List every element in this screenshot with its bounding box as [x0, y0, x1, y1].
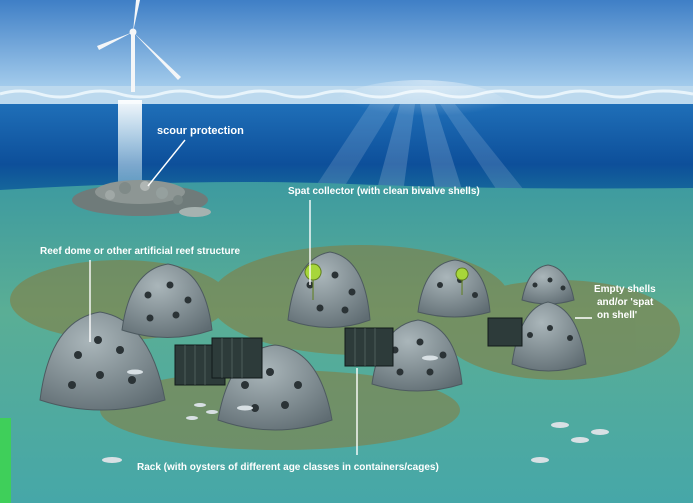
monopile [118, 100, 142, 188]
scour-protection-rocks [72, 180, 211, 217]
edge-accent [0, 418, 11, 503]
reef-dome [121, 263, 213, 338]
oyster-racks [174, 317, 523, 386]
reef-domes [39, 251, 587, 431]
fish-school [102, 355, 609, 463]
sun-rays [300, 80, 540, 215]
label-empty-shells-line2: and/or 'spat [597, 297, 654, 308]
label-reef-dome: Reef dome or other artificial reef struc… [40, 246, 240, 257]
map-pin-icon [455, 267, 469, 296]
label-scour-protection: scour protection [157, 125, 244, 137]
label-empty-shells-line3: on shell' [597, 310, 637, 321]
oyster-cage [211, 337, 263, 379]
label-spat-collector: Spat collector (with clean bivalve shell… [288, 186, 480, 197]
label-empty-shells-line1: Empty shells [594, 284, 656, 295]
reef-dome [511, 301, 587, 372]
oyster-cage [344, 327, 394, 367]
map-pin-icon [304, 263, 322, 301]
dome-holes [68, 271, 573, 412]
wind-turbine [97, 0, 181, 92]
label-rack: Rack (with oysters of different age clas… [137, 462, 439, 473]
wave-crests [0, 89, 693, 99]
sky [0, 0, 693, 92]
oyster-cage [487, 317, 523, 347]
spat-collector-markers [304, 263, 469, 301]
cage-mesh [184, 328, 376, 385]
reef-dome [417, 259, 491, 318]
leader-lines [89, 139, 592, 455]
